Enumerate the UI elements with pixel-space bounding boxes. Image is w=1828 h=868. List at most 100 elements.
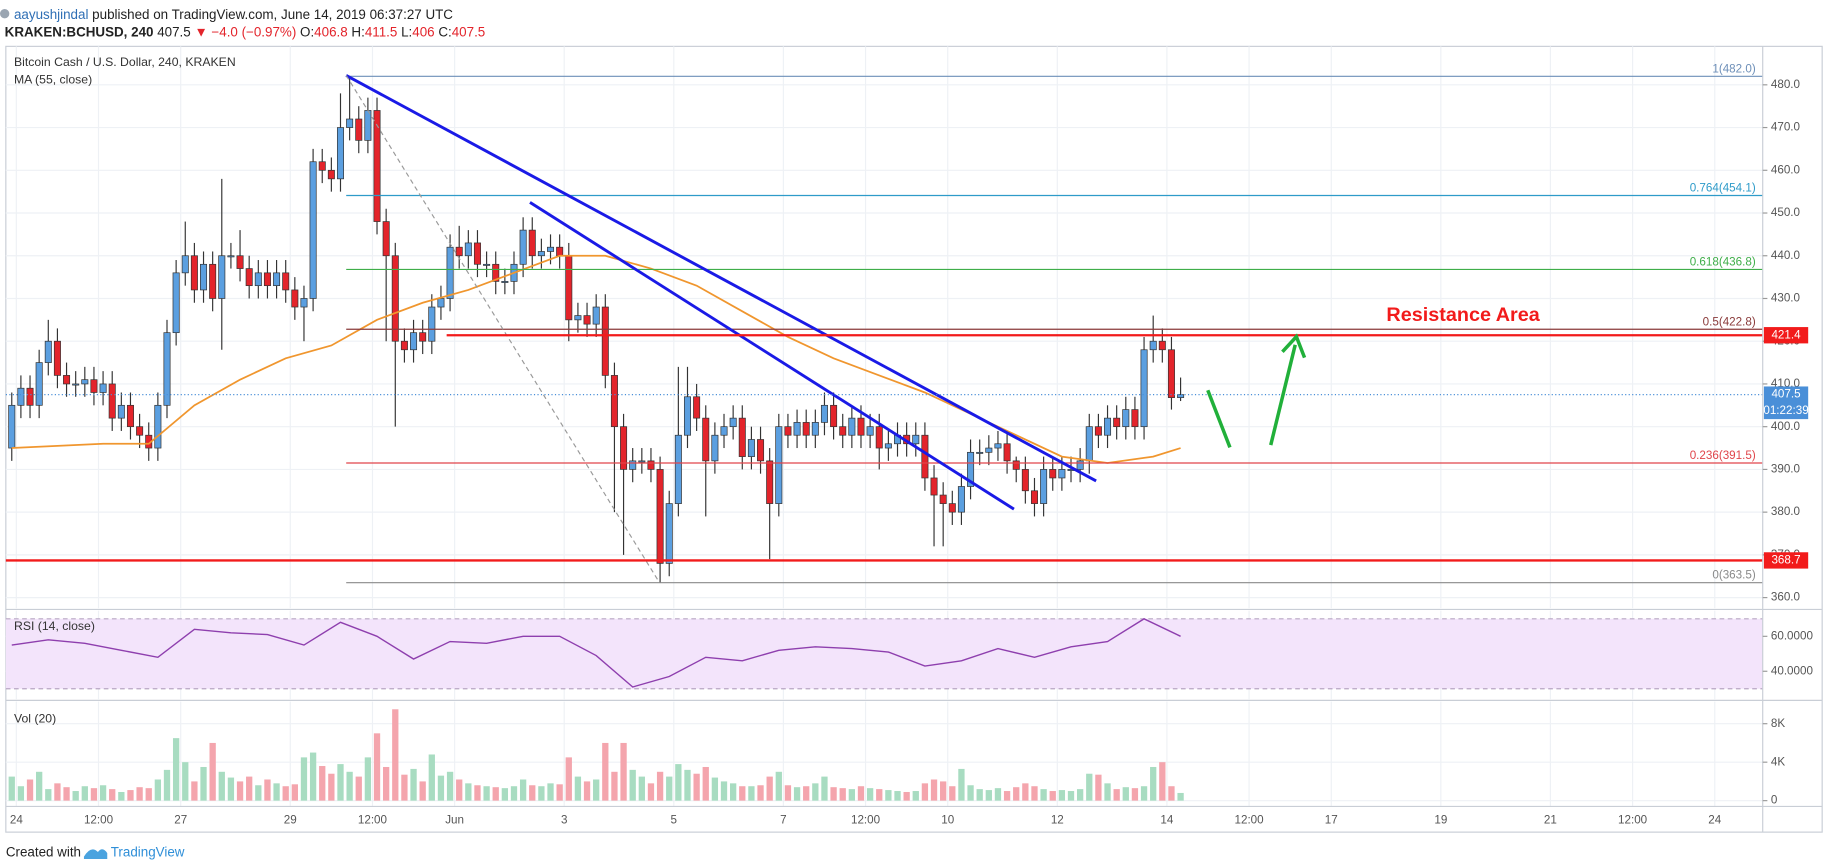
avatar: [0, 9, 10, 19]
rsi-band: [5, 618, 1763, 689]
candle-body: [117, 404, 125, 419]
candle-body: [519, 229, 527, 265]
candle-body: [720, 426, 728, 436]
volume-bar: [127, 790, 134, 801]
volume-bar: [492, 787, 499, 801]
volume-bar: [1104, 783, 1111, 801]
candle-body: [26, 387, 34, 406]
volume-bar: [519, 779, 527, 801]
y-tick-label: 400.0: [1771, 420, 1801, 433]
candle-body: [172, 272, 180, 334]
volume-bar: [666, 776, 673, 801]
volume-bar: [273, 783, 280, 801]
volume-bar: [172, 738, 180, 801]
candle-body: [227, 255, 235, 258]
tags-layer: 421.4 368.7 407.5 01:22:39: [1763, 327, 1809, 569]
price-tag: [1763, 552, 1809, 569]
volume-bar: [921, 783, 929, 801]
volume-bar: [337, 764, 344, 801]
h-label: H:: [351, 24, 364, 39]
volume-bar: [236, 781, 244, 801]
volume-bar: [401, 774, 408, 801]
candle-body: [1049, 469, 1057, 479]
price-tag-label: 407.5: [1771, 388, 1800, 401]
candle-body: [957, 486, 965, 513]
candle-body: [181, 255, 189, 274]
y-tick-label: 360.0: [1771, 591, 1801, 604]
volume-bar: [145, 788, 152, 801]
candle-body: [1131, 409, 1139, 428]
volume-bar: [930, 779, 938, 801]
x-tick-label: 3: [561, 814, 567, 827]
volume-bar: [629, 769, 636, 801]
y-tick-label: 440.0: [1771, 249, 1801, 262]
y-tick-label: 470.0: [1771, 121, 1801, 134]
indicator-title: MA (55, close): [14, 72, 92, 86]
candle-body: [108, 383, 116, 419]
x-tick-label: 19: [1434, 814, 1447, 827]
volume-bar: [821, 776, 828, 801]
volume-bar: [282, 786, 289, 801]
y-tick-label: 380.0: [1771, 505, 1801, 518]
volume-bar: [54, 783, 61, 801]
candle-body: [126, 404, 134, 428]
volume-bar: [739, 786, 746, 801]
change: ▼ −4.0 (−0.97%): [194, 24, 296, 39]
volume-bar: [766, 776, 773, 801]
candle-body: [154, 404, 162, 449]
x-tick-label: 14: [1160, 814, 1173, 827]
candle-body: [1177, 394, 1185, 398]
volume-bar: [36, 771, 43, 801]
volume-bar: [793, 787, 801, 801]
y-tick-label: 60.0000: [1771, 629, 1814, 642]
candle-body: [683, 396, 691, 436]
arrow-head: [1281, 333, 1307, 359]
candle-body: [44, 340, 52, 363]
last: 407.5: [157, 24, 191, 39]
volume-bar: [711, 777, 719, 801]
candle-body: [875, 426, 883, 449]
candle-body: [620, 426, 628, 470]
candle-body: [327, 169, 335, 180]
candle-body: [473, 242, 481, 265]
volume-bar: [218, 771, 225, 801]
volume-bar: [1049, 791, 1056, 801]
volume-bar: [72, 791, 79, 801]
volume-bar: [611, 771, 618, 801]
fib-label: 0.236(391.5): [1690, 449, 1756, 462]
chart-title: Bitcoin Cash / U.S. Dollar, 240, KRAKEN: [14, 55, 236, 69]
candle-body: [1085, 426, 1093, 462]
volume-bar: [346, 771, 353, 801]
candle-body: [309, 161, 317, 299]
candle-body: [556, 246, 564, 257]
arrow: [1206, 389, 1232, 449]
volume-bar: [876, 789, 883, 801]
pane-title: RSI (14, close): [14, 619, 95, 633]
candle-body: [592, 306, 600, 325]
price-tag: [1763, 386, 1809, 420]
volume-bar: [1022, 783, 1029, 801]
volume-bar: [63, 787, 70, 801]
candle-body: [53, 340, 61, 376]
volume-bar: [529, 785, 536, 801]
candle-body: [537, 251, 545, 257]
y-tick-label: 430.0: [1771, 292, 1801, 305]
volume-bar: [547, 783, 554, 801]
chart-frame: [5, 45, 1823, 833]
symbol-line: KRAKEN:BCHUSD, 240 407.5 ▼ −4.0 (−0.97%)…: [5, 24, 486, 39]
candle-body: [419, 332, 427, 342]
candle-body: [437, 298, 445, 308]
volume-bar: [958, 768, 965, 801]
l-label: L:: [401, 24, 412, 39]
footer-brand[interactable]: TradingView: [111, 845, 185, 860]
y-tick-label: 40.0000: [1771, 664, 1814, 677]
price-tag-label: 368.7: [1771, 554, 1800, 567]
x-tick-label: 12: [1051, 814, 1064, 827]
volume-bar: [857, 786, 865, 801]
candle-body: [245, 268, 253, 287]
candle-body: [35, 362, 43, 406]
volume-bar: [574, 776, 582, 801]
x-tick-label: 17: [1325, 814, 1338, 827]
rsi-line: [11, 618, 1181, 688]
volume-bar: [419, 781, 426, 801]
